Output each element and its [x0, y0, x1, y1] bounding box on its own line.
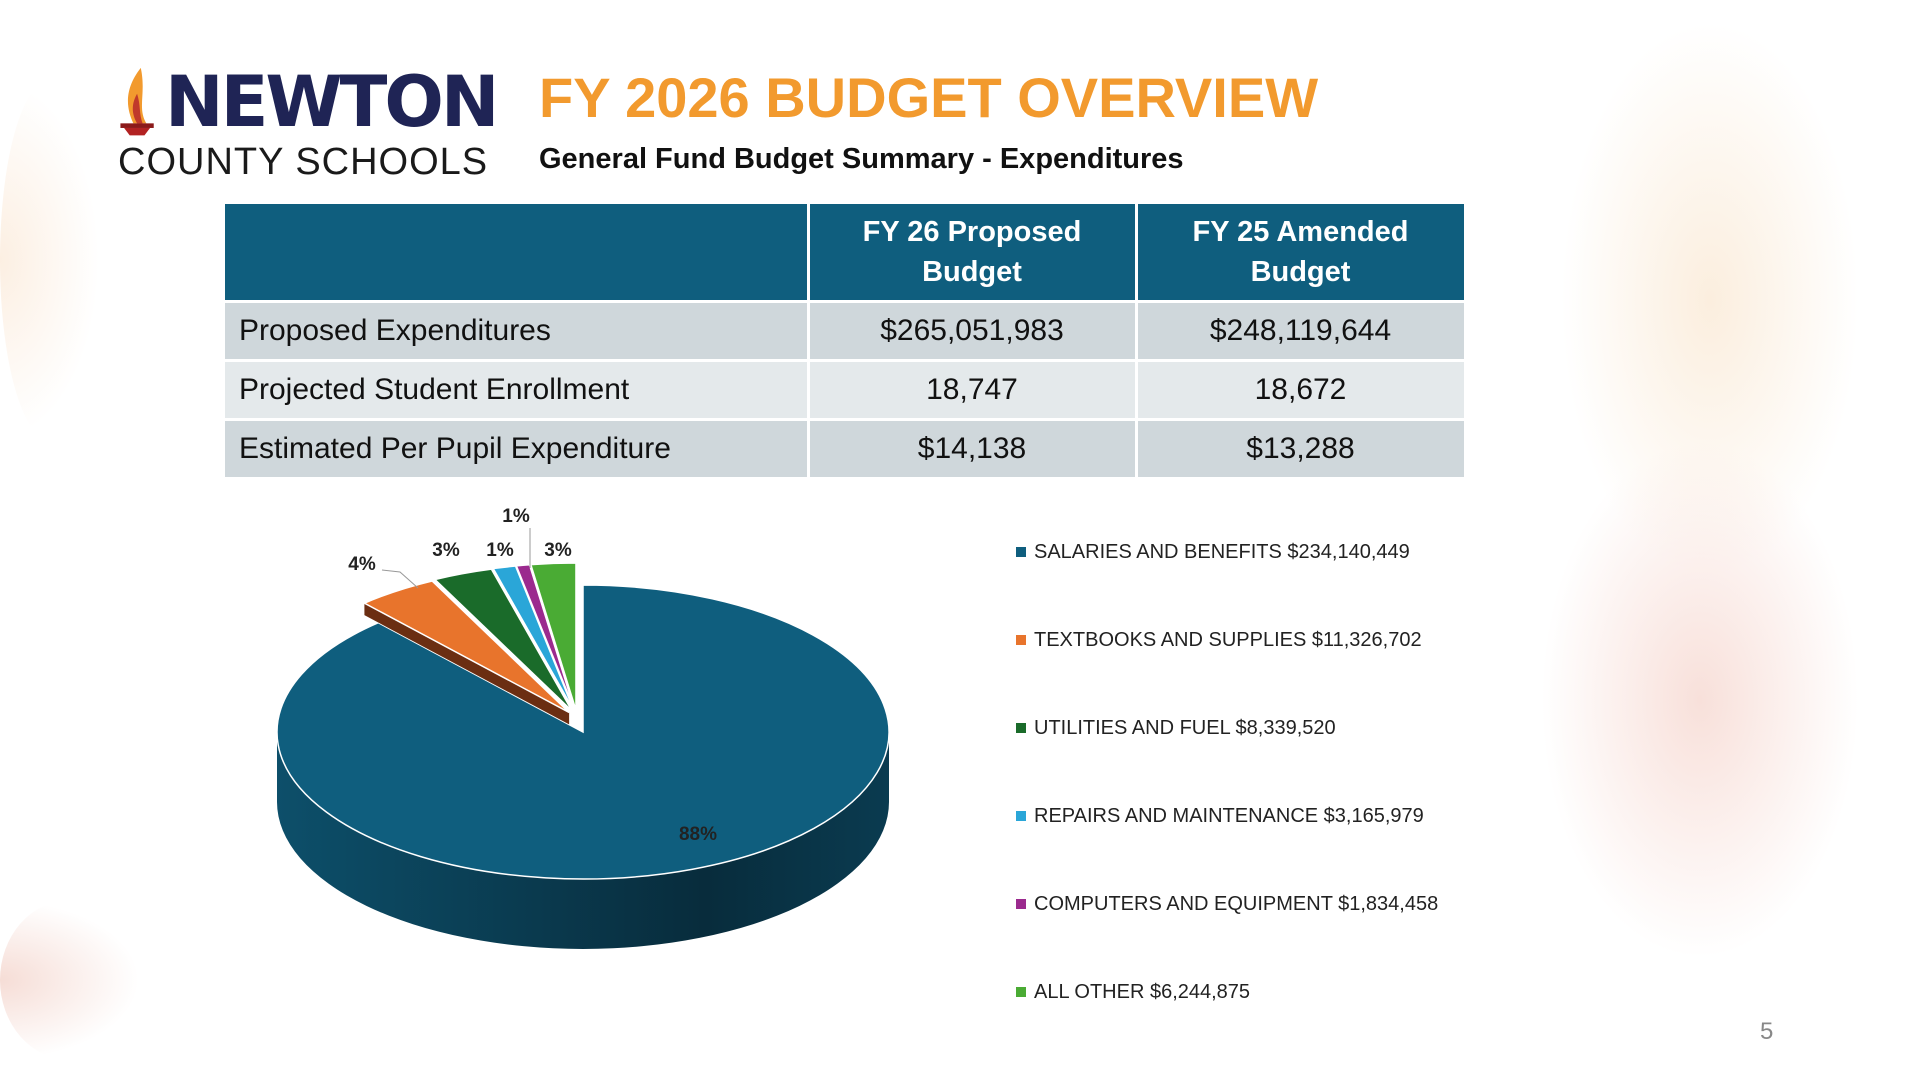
- row-label: Estimated Per Pupil Expenditure: [225, 418, 810, 477]
- legend-label: ALL OTHER $6,244,875: [1034, 981, 1251, 1003]
- legend-swatch: [1016, 899, 1026, 909]
- legend-swatch: [1016, 635, 1026, 645]
- pie-data-label: 1%: [486, 540, 514, 561]
- newton-county-schools-logo: NEWTON COUNTY SCHOOLS: [113, 66, 513, 186]
- logo-text: NEWTON: [165, 61, 499, 143]
- pie-slice: [515, 564, 576, 711]
- cell-value: 18,672: [1136, 359, 1467, 420]
- pie-slice: [362, 580, 570, 714]
- pie-data-label: 4%: [348, 554, 376, 575]
- leader-line: [381, 569, 419, 589]
- column-header: [225, 204, 810, 302]
- row-label: Proposed Expenditures: [225, 300, 810, 361]
- pie-slice: [529, 562, 577, 711]
- legend-item: TEXTBOOKS AND SUPPLIES $11,326,702: [1016, 628, 1422, 652]
- legend-label: TEXTBOOKS AND SUPPLIES $11,326,702: [1034, 629, 1422, 651]
- legend-swatch: [1016, 547, 1026, 557]
- pie-data-label: 1%: [502, 506, 530, 527]
- legend-label: REPAIRS AND MAINTENANCE $3,165,979: [1034, 805, 1424, 827]
- page-number: 5: [1760, 1018, 1774, 1045]
- column-header: FY 25 Amended Budget: [1136, 204, 1467, 302]
- cell-value: $13,288: [1136, 418, 1467, 477]
- pie-data-label: 3%: [544, 540, 572, 561]
- expenditure-pie-chart: 88% 4% 3% 1% 1% 3%: [276, 506, 890, 949]
- background-flame: [0, 80, 100, 440]
- pie-slice: [492, 565, 575, 711]
- pie-slice: [433, 568, 573, 712]
- legend-label: UTILITIES AND FUEL $8,339,520: [1034, 717, 1336, 739]
- table-row: Estimated Per Pupil Expenditure $14,138 …: [225, 418, 1467, 477]
- legend-label: COMPUTERS AND EQUIPMENT $1,834,458: [1034, 893, 1439, 915]
- legend-swatch: [1016, 811, 1026, 821]
- cell-value: $248,119,644: [1136, 300, 1467, 361]
- pie-data-label: 3%: [432, 540, 460, 561]
- torch-icon: [120, 67, 154, 136]
- background-flame: [1540, 440, 1860, 960]
- table-row: Projected Student Enrollment 18,747 18,6…: [225, 359, 1467, 420]
- legend-item: ALL OTHER $6,244,875: [1016, 980, 1250, 1004]
- legend-label: SALARIES AND BENEFITS $234,140,449: [1034, 541, 1410, 563]
- pie-data-label: 88%: [679, 824, 717, 845]
- row-label: Projected Student Enrollment: [225, 359, 810, 420]
- background-flame: [0, 900, 140, 1060]
- legend-item: REPAIRS AND MAINTENANCE $3,165,979: [1016, 804, 1424, 828]
- page-subtitle: General Fund Budget Summary - Expenditur…: [539, 143, 1184, 175]
- cell-value: $265,051,983: [808, 300, 1138, 361]
- budget-summary-table: FY 26 Proposed Budget FY 25 Amended Budget…: [225, 204, 1467, 477]
- legend-swatch: [1016, 987, 1026, 997]
- cell-value: 18,747: [808, 359, 1138, 420]
- legend-item: COMPUTERS AND EQUIPMENT $1,834,458: [1016, 892, 1438, 916]
- legend-item: SALARIES AND BENEFITS $234,140,449: [1016, 540, 1410, 564]
- table-header-row: FY 26 Proposed Budget FY 25 Amended Budget: [225, 204, 1467, 302]
- cell-value: $14,138: [808, 418, 1138, 477]
- pie-slice-side: [277, 732, 889, 949]
- logo-subtext: COUNTY SCHOOLS: [118, 141, 489, 183]
- legend-swatch: [1016, 723, 1026, 733]
- pie-slice: [276, 584, 890, 880]
- page-title: FY 2026 BUDGET OVERVIEW: [539, 66, 1319, 129]
- legend-item: UTILITIES AND FUEL $8,339,520: [1016, 716, 1336, 740]
- table-row: Proposed Expenditures $265,051,983 $248,…: [225, 300, 1467, 361]
- pie-slice-side: [364, 603, 570, 725]
- column-header: FY 26 Proposed Budget: [808, 204, 1138, 302]
